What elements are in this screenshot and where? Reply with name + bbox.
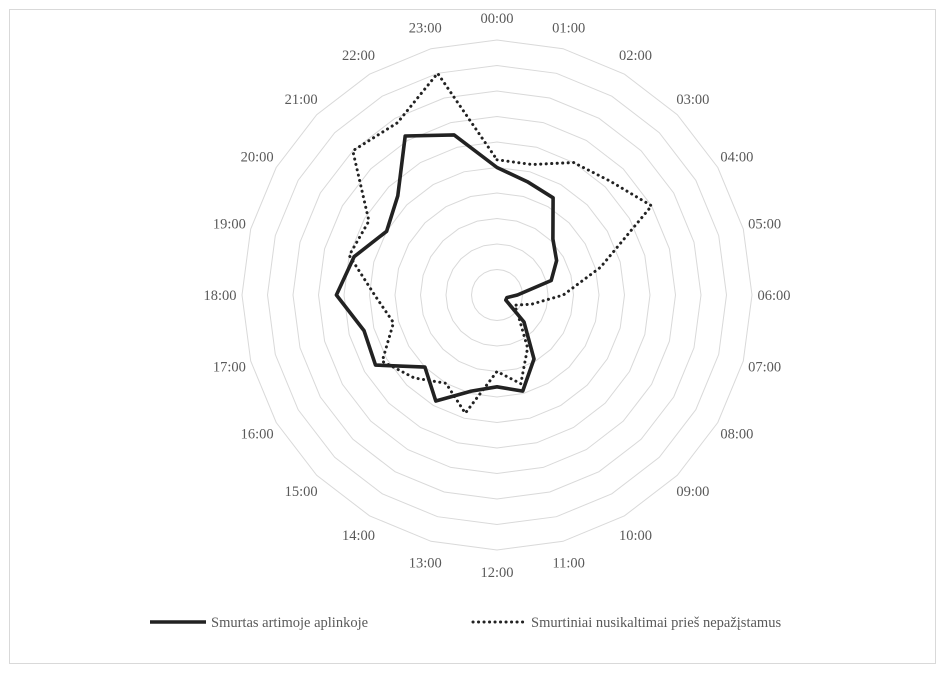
chart-frame: 00:00 01:00 02:00 03:00 04:00 05:00 06:00 07:00… — [9, 9, 936, 664]
angle-tick-label: 17:00 — [213, 360, 246, 376]
angle-tick-label: 05:00 — [748, 216, 781, 232]
series-lines — [334, 71, 654, 415]
angle-tick-label: 11:00 — [552, 556, 585, 572]
series-line-1 — [334, 133, 559, 403]
angle-tick-label: 19:00 — [213, 216, 246, 232]
angle-tick-label: 14:00 — [342, 528, 375, 544]
grid-ring — [266, 64, 728, 526]
legend: Smurtas artimoje aplinkoje Smurtiniai nu… — [150, 615, 781, 631]
angle-tick-label: 18:00 — [203, 288, 236, 304]
angle-tick-label: 22:00 — [342, 48, 375, 64]
grid-ring — [445, 243, 549, 347]
angle-tick-label: 21:00 — [285, 92, 318, 108]
grid-ring — [241, 39, 753, 551]
angle-tick-labels: 00:00 01:00 02:00 03:00 04:00 05:00 06:00 07:00… — [203, 11, 790, 581]
angle-tick-label: 07:00 — [748, 360, 781, 376]
grid-ring — [470, 268, 524, 322]
angle-tick-label: 16:00 — [241, 427, 274, 443]
grid-ring — [394, 192, 600, 398]
angle-tick-label: 00:00 — [480, 11, 513, 27]
angle-tick-label: 13:00 — [409, 556, 442, 572]
angle-tick-label: 08:00 — [720, 427, 753, 443]
grid-ring — [292, 90, 702, 500]
angle-tick-label: 23:00 — [409, 20, 442, 36]
angle-tick-label: 09:00 — [676, 484, 709, 500]
grid-ring — [343, 141, 651, 449]
grid-ring — [317, 115, 677, 475]
angle-tick-label: 02:00 — [619, 48, 652, 64]
angle-tick-label: 12:00 — [480, 565, 513, 581]
grid-ring — [368, 166, 626, 424]
radar-grid — [241, 39, 753, 551]
angle-tick-label: 15:00 — [285, 484, 318, 500]
legend-label-series-2: Smurtiniai nusikaltimai prieš nepažįstam… — [531, 615, 781, 631]
angle-tick-label: 03:00 — [676, 92, 709, 108]
angle-tick-label: 06:00 — [757, 288, 790, 304]
angle-tick-label: 20:00 — [241, 150, 274, 166]
legend-label-series-1: Smurtas artimoje aplinkoje — [211, 615, 368, 631]
series-line-2 — [347, 71, 654, 415]
angle-tick-label: 10:00 — [619, 528, 652, 544]
angle-tick-label: 04:00 — [720, 150, 753, 166]
grid-ring — [419, 217, 575, 373]
angle-tick-label: 01:00 — [552, 20, 585, 36]
radar-chart: 00:00 01:00 02:00 03:00 04:00 05:00 06:00 07:00… — [150, 11, 791, 631]
